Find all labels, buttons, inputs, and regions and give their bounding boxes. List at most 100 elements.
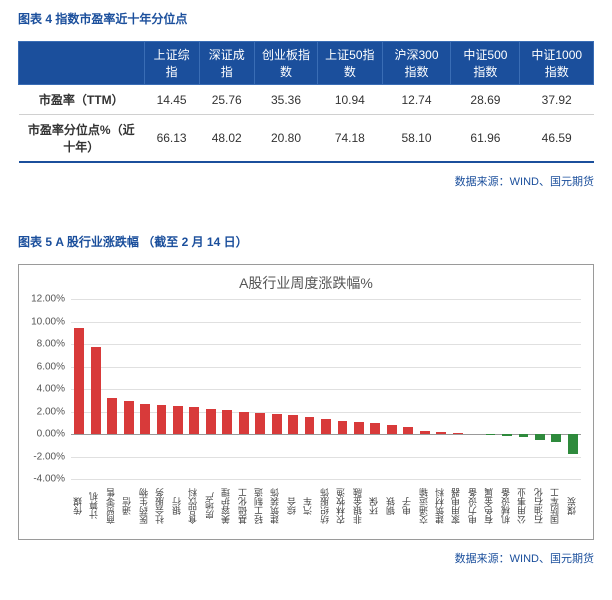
bar: [157, 405, 167, 434]
y-tick-label: 8.00%: [21, 339, 65, 350]
col-header: 沪深300指数: [382, 42, 451, 85]
pe-table: 上证综指深证成指创业板指数上证50指数沪深300指数中证500指数中证1000指…: [18, 41, 594, 163]
row-label: 市盈率（TTM）: [19, 85, 145, 115]
x-tick-label: 电子: [400, 479, 416, 535]
x-tick-label: 机械设备: [499, 479, 515, 535]
bar: [140, 404, 150, 434]
table-cell: 14.45: [144, 85, 199, 115]
table-cell: 48.02: [199, 115, 254, 163]
bar: [420, 431, 430, 434]
y-tick-label: 0.00%: [21, 429, 65, 440]
bar: [222, 410, 232, 434]
y-tick-label: 12.00%: [21, 294, 65, 305]
x-tick-label: 传媒: [71, 479, 87, 535]
x-tick-label: 医药生物: [137, 479, 153, 535]
table-cell: 20.80: [254, 115, 317, 163]
x-tick-label: 基础化工: [236, 479, 252, 535]
x-tick-label: 银行: [170, 479, 186, 535]
x-tick-label: 国防军工: [548, 479, 564, 535]
table-cell: 28.69: [451, 85, 520, 115]
x-tick-label: 钢铁: [384, 479, 400, 535]
bar: [272, 414, 282, 434]
chart-source: 数据来源：WIND、国元期货: [18, 550, 594, 566]
x-tick-label: 电力设备: [466, 479, 482, 535]
bar: [124, 401, 134, 434]
y-tick-label: 2.00%: [21, 406, 65, 417]
table-cell: 12.74: [382, 85, 451, 115]
bar: [535, 434, 545, 440]
bar: [568, 434, 578, 454]
x-tick-label: 房地产: [203, 479, 219, 535]
y-tick-label: 10.00%: [21, 316, 65, 327]
bar: [486, 434, 496, 435]
x-tick-label: 轻工制造: [252, 479, 268, 535]
x-tick-label: 通信: [120, 479, 136, 535]
bar: [173, 406, 183, 434]
y-tick-label: -4.00%: [21, 474, 65, 485]
col-header: 创业板指数: [254, 42, 317, 85]
x-tick-label: 公用事业: [515, 479, 531, 535]
x-tick-label: 煤炭: [565, 479, 581, 535]
x-tick-label: 食品饮料: [186, 479, 202, 535]
row-label: 市盈率分位点%（近十年）: [19, 115, 145, 163]
bar: [403, 427, 413, 434]
table-cell: 37.92: [520, 85, 594, 115]
x-tick-label: 计算机: [87, 479, 103, 535]
x-tick-label: 建筑装饰: [268, 479, 284, 535]
y-tick-label: -2.00%: [21, 451, 65, 462]
table-cell: 10.94: [318, 85, 382, 115]
bar: [519, 434, 529, 437]
table-cell: 35.36: [254, 85, 317, 115]
col-header: 中证500指数: [451, 42, 520, 85]
table-source: 数据来源：WIND、国元期货: [18, 173, 594, 189]
x-tick-label: 综合: [285, 479, 301, 535]
col-header: 上证综指: [144, 42, 199, 85]
x-tick-label: 汽车: [301, 479, 317, 535]
table-cell: 46.59: [520, 115, 594, 163]
x-tick-label: 交通运输: [417, 479, 433, 535]
bar: [387, 425, 397, 434]
bar: [354, 422, 364, 434]
bar: [436, 432, 446, 434]
chart-caption: 图表 5 A 股行业涨跌幅 （截至 2 月 14 日）: [18, 233, 594, 250]
x-tick-label: 环保: [367, 479, 383, 535]
bar: [74, 328, 84, 434]
x-tick-label: 纺织服饰: [318, 479, 334, 535]
y-tick-label: 6.00%: [21, 361, 65, 372]
x-tick-label: 社会服务: [153, 479, 169, 535]
bar: [502, 434, 512, 436]
bar: [338, 421, 348, 435]
bar-chart: A股行业周度涨跌幅% -4.00% -2.00% 0.00% 2.00% 4.00% 6.…: [18, 264, 594, 540]
x-tick-label: 农林牧渔: [334, 479, 350, 535]
table-cell: 66.13: [144, 115, 199, 163]
bar: [239, 412, 249, 435]
table-caption: 图表 4 指数市盈率近十年分位点: [18, 10, 594, 27]
x-tick-label: 家用电器: [449, 479, 465, 535]
x-tick-label: 非银金融: [351, 479, 367, 535]
col-header: 中证1000指数: [520, 42, 594, 85]
bar: [370, 423, 380, 434]
bar: [255, 413, 265, 434]
x-tick-label: 美容护理: [219, 479, 235, 535]
col-header: 深证成指: [199, 42, 254, 85]
bar: [453, 433, 463, 434]
bar: [551, 434, 561, 442]
y-tick-label: 4.00%: [21, 384, 65, 395]
x-tick-label: 商贸零售: [104, 479, 120, 535]
table-cell: 58.10: [382, 115, 451, 163]
table-cell: 74.18: [318, 115, 382, 163]
bar: [91, 347, 101, 434]
chart-title: A股行业周度涨跌幅%: [25, 273, 587, 293]
bar: [107, 398, 117, 434]
col-header: 上证50指数: [318, 42, 382, 85]
col-header: [19, 42, 145, 85]
x-tick-label: 建筑材料: [433, 479, 449, 535]
bar: [288, 415, 298, 434]
bar: [321, 419, 331, 434]
table-cell: 25.76: [199, 85, 254, 115]
bar: [305, 417, 315, 434]
bar: [206, 409, 216, 434]
bar: [189, 407, 199, 434]
x-tick-label: 有色金属: [482, 479, 498, 535]
table-cell: 61.96: [451, 115, 520, 163]
